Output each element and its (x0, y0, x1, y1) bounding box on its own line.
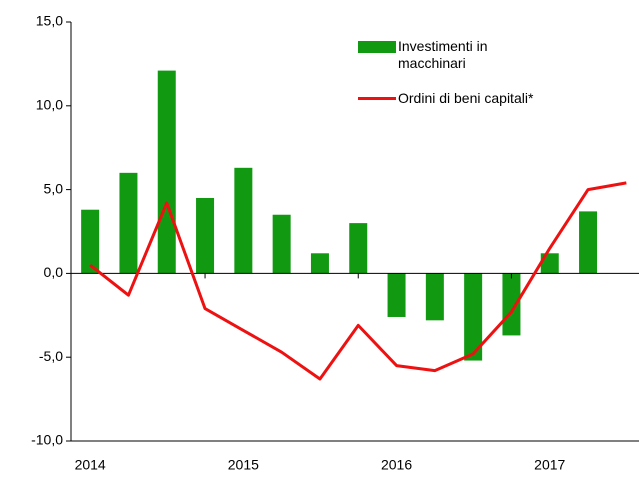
y-tick-label: -10,0 (31, 432, 63, 448)
x-tick-label: 2014 (75, 457, 106, 473)
bar (196, 197, 215, 274)
x-tick-label: 2015 (228, 457, 259, 473)
line-series (89, 181, 627, 381)
y-tick-label: 5,0 (44, 180, 64, 196)
legend-swatch (358, 97, 396, 100)
y-tick-label: -5,0 (39, 348, 63, 364)
bar (272, 214, 291, 274)
x-tick-label: 2016 (381, 457, 412, 473)
bar (310, 253, 329, 274)
y-tick-label: 15,0 (36, 13, 63, 29)
bar (387, 273, 406, 317)
bar (234, 167, 253, 274)
bar (157, 70, 176, 274)
legend-label: Investimenti in macchinari (398, 38, 488, 71)
y-tick-label: 10,0 (36, 97, 63, 113)
bar (81, 209, 100, 274)
legend-label: Ordini di beni capitali* (398, 90, 534, 106)
y-tick-label: 0,0 (44, 264, 64, 280)
bar (425, 273, 444, 321)
x-tick-label: 2017 (534, 457, 565, 473)
bar (502, 273, 521, 336)
bar (464, 273, 483, 361)
legend-swatch (358, 41, 396, 53)
bar (349, 223, 368, 274)
bar (119, 172, 138, 274)
bar (579, 211, 598, 274)
